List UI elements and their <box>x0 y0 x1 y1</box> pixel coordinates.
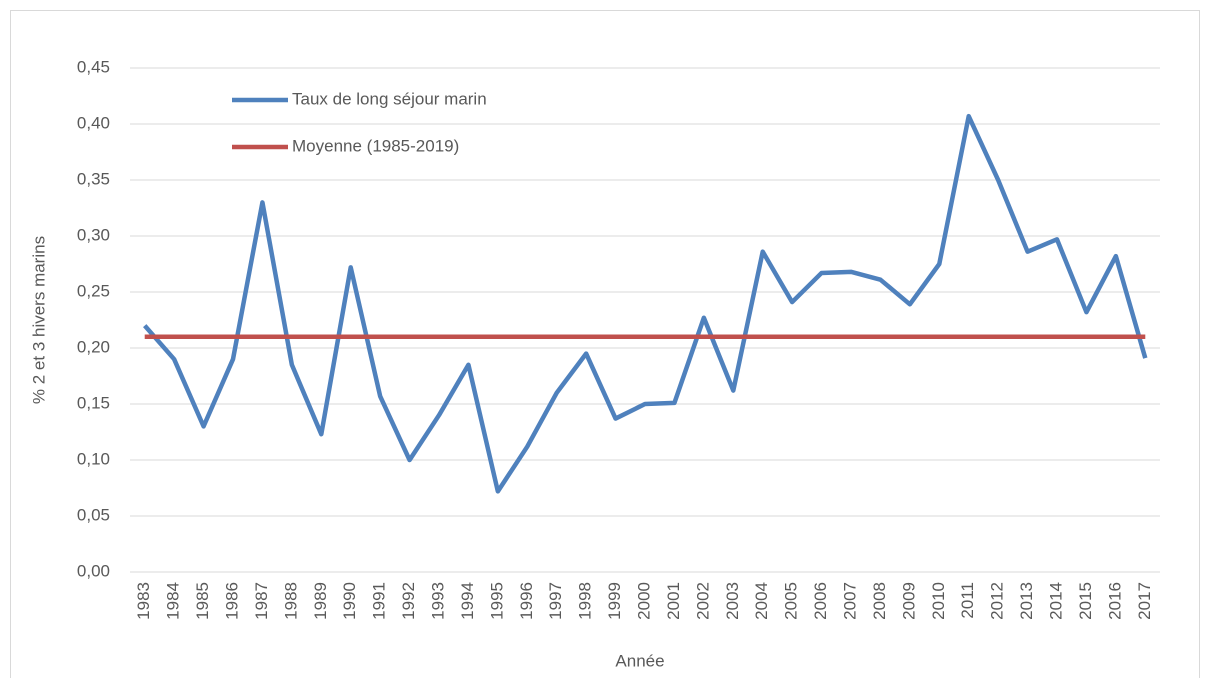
x-tick-label: 2005 <box>782 582 801 620</box>
x-tick-label: 2010 <box>929 582 948 620</box>
chart-border <box>10 10 1200 678</box>
x-tick-label: 1985 <box>193 582 212 620</box>
x-tick-label: 1994 <box>458 582 477 620</box>
y-tick-label: 0,05 <box>77 505 110 524</box>
y-tick-label: 0,25 <box>77 281 110 300</box>
x-tick-label: 1988 <box>281 582 300 620</box>
x-tick-label: 1989 <box>311 582 330 620</box>
x-tick-label: 2013 <box>1017 582 1036 620</box>
x-tick-label: 2009 <box>899 582 918 620</box>
x-tick-label: 1986 <box>222 582 241 620</box>
x-axis-title: Année <box>615 651 664 670</box>
y-tick-label: 0,40 <box>77 113 110 132</box>
x-tick-label: 2002 <box>693 582 712 620</box>
y-tick-label: 0,10 <box>77 449 110 468</box>
x-tick-label: 2016 <box>1105 582 1124 620</box>
x-tick-label: 1999 <box>605 582 624 620</box>
x-tick-label: 2012 <box>988 582 1007 620</box>
x-tick-label: 2011 <box>958 582 977 619</box>
y-axis-title: % 2 et 3 hivers marins <box>29 236 48 404</box>
x-tick-label: 1991 <box>370 582 389 620</box>
legend-label: Taux de long séjour marin <box>292 89 487 108</box>
y-tick-label: 0,30 <box>77 225 110 244</box>
y-tick-label: 0,45 <box>77 57 110 76</box>
x-tick-label: 2000 <box>634 582 653 620</box>
y-tick-label: 0,35 <box>77 169 110 188</box>
legend-label: Moyenne (1985-2019) <box>292 136 459 155</box>
x-tick-label: 2017 <box>1135 582 1154 620</box>
x-tick-label: 2003 <box>723 582 742 620</box>
x-tick-label: 2006 <box>811 582 830 620</box>
x-tick-label: 2001 <box>664 582 683 620</box>
x-tick-label: 2007 <box>840 582 859 620</box>
x-tick-label: 2004 <box>752 582 771 620</box>
x-tick-label: 1990 <box>340 582 359 620</box>
x-tick-label: 1987 <box>252 582 271 620</box>
y-tick-label: 0,20 <box>77 337 110 356</box>
x-tick-label: 1996 <box>517 582 536 620</box>
x-tick-label: 1984 <box>164 582 183 620</box>
x-tick-label: 1998 <box>576 582 595 620</box>
y-tick-label: 0,15 <box>77 393 110 412</box>
x-tick-label: 2008 <box>870 582 889 620</box>
y-tick-label: 0,00 <box>77 561 110 580</box>
x-tick-label: 1993 <box>428 582 447 620</box>
x-tick-label: 1995 <box>487 582 506 620</box>
x-tick-label: 1992 <box>399 582 418 620</box>
x-tick-label: 1983 <box>134 582 153 620</box>
series-line <box>143 113 1148 494</box>
x-tick-label: 1997 <box>546 582 565 620</box>
x-tick-label: 2014 <box>1046 582 1065 620</box>
x-tick-label: 2015 <box>1076 582 1095 620</box>
